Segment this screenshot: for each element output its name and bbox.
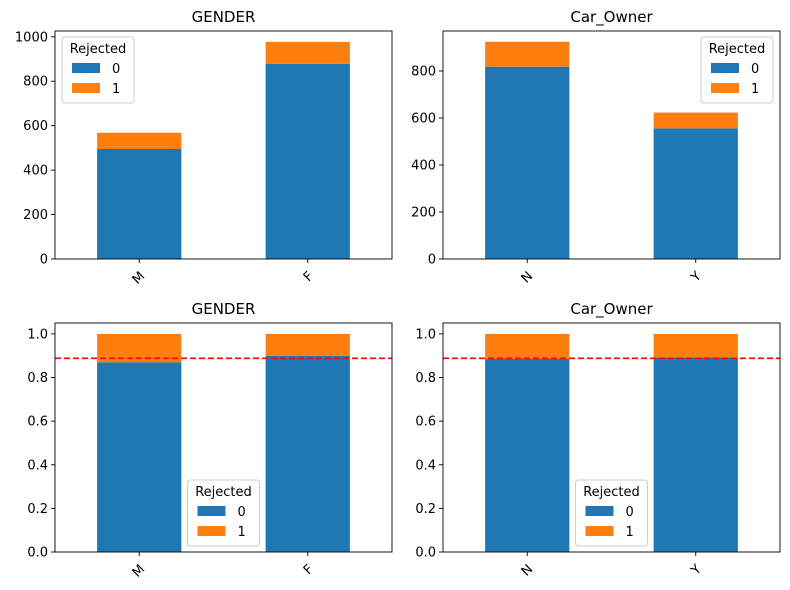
legend-swatch-1: [711, 83, 739, 93]
bar-F-series-1: [265, 333, 350, 356]
bar-F-series-1: [265, 41, 350, 64]
y-tick-label: 0: [40, 253, 48, 268]
bar-N-series-0: [485, 66, 570, 259]
legend-label-1: 1: [238, 525, 246, 540]
x-tick-label: Y: [688, 269, 705, 286]
bar-M-series-0: [97, 149, 182, 259]
y-tick-label: 800: [23, 75, 48, 90]
subplot-3: 0.0 0.2 0.4 0.6 0.8 1.0 M F GENDER Rejected 0 1: [27, 300, 393, 581]
legend-label-1: 1: [112, 82, 120, 97]
y-tick-label: 800: [411, 64, 436, 79]
legend-title: Rejected: [70, 42, 127, 57]
subplot-4: 0.0 0.2 0.4 0.6 0.8 1.0 N Y Car_Owner Rejected 0 1: [415, 300, 781, 579]
x-tick-label: Y: [688, 562, 705, 579]
legend-title: Rejected: [583, 485, 640, 500]
chart-title: Car_Owner: [570, 8, 653, 27]
legend-swatch-0: [585, 506, 614, 516]
bar-M-series-1: [97, 132, 182, 149]
legend: Rejected 0 1: [575, 479, 648, 547]
y-tick-label: 0.0: [415, 546, 436, 561]
legend-label-0: 0: [112, 62, 120, 77]
y-tick-label: 400: [411, 158, 436, 173]
legend-label-1: 1: [626, 525, 634, 540]
y-tick-label: 0: [428, 253, 436, 268]
legend-swatch-0: [711, 63, 739, 73]
bar-F-series-0: [265, 355, 350, 552]
axes-frame: [54, 322, 393, 553]
y-tick-label: 1.0: [415, 327, 436, 342]
bar-Y-series-0: [653, 357, 738, 552]
y-tick-label: 1.0: [27, 327, 48, 342]
bar-Y-series-1: [653, 333, 738, 358]
y-tick-label: 0.6: [415, 415, 436, 430]
axes-frame: [442, 322, 781, 553]
legend: Rejected 0 1: [61, 36, 135, 104]
legend-swatch-1: [585, 526, 614, 536]
subplot-1: 0 200 400 600 800 1000 M F GENDER Rejected 0 1: [15, 8, 393, 288]
y-tick-label: 600: [23, 119, 48, 134]
bar-Y-series-0: [653, 128, 738, 259]
y-tick-label: 1000: [15, 30, 48, 45]
chart-title: GENDER: [192, 8, 256, 26]
y-tick-label: 0.6: [27, 415, 48, 430]
y-tick-label: 200: [23, 208, 48, 223]
x-tick-label: N: [519, 562, 536, 579]
y-tick-label: 400: [23, 164, 48, 179]
y-tick-label: 600: [411, 111, 436, 126]
legend-label-0: 0: [626, 505, 634, 520]
x-tick-label: M: [130, 269, 149, 288]
y-tick-label: 200: [411, 205, 436, 220]
legend-swatch-1: [72, 83, 100, 93]
bar-N-series-1: [485, 41, 570, 67]
y-tick-label: 0.4: [27, 458, 48, 473]
subplot-2: 0 200 400 600 800 N Y Car_Owner Rejected 0 1: [411, 8, 781, 286]
chart-title: Car_Owner: [570, 300, 653, 319]
axes-frame: [442, 30, 781, 260]
legend-title: Rejected: [709, 42, 766, 57]
y-tick-label: 0.8: [27, 371, 48, 386]
legend-swatch-1: [197, 526, 226, 536]
chart-title: GENDER: [192, 300, 256, 318]
x-tick-label: F: [301, 269, 317, 285]
bar-F-series-0: [265, 63, 350, 260]
axes-frame: [54, 30, 393, 260]
bar-N-series-1: [485, 333, 570, 359]
x-tick-label: N: [519, 269, 536, 286]
x-tick-label: F: [301, 562, 317, 578]
legend-label-1: 1: [751, 82, 759, 97]
legend: Rejected 0 1: [187, 479, 260, 547]
y-tick-label: 0.2: [415, 502, 436, 517]
bar-N-series-0: [485, 358, 570, 552]
y-tick-label: 0.0: [27, 546, 48, 561]
legend-swatch-0: [197, 506, 226, 516]
bar-M-series-0: [97, 362, 182, 552]
x-tick-label: M: [130, 562, 149, 581]
legend-label-0: 0: [238, 505, 246, 520]
legend: Rejected 0 1: [700, 36, 774, 104]
y-tick-label: 0.4: [415, 458, 436, 473]
legend-swatch-0: [72, 63, 100, 73]
legend-label-0: 0: [751, 62, 759, 77]
legend-title: Rejected: [195, 485, 252, 500]
y-tick-label: 0.2: [27, 502, 48, 517]
bar-Y-series-1: [653, 112, 738, 129]
y-tick-label: 0.8: [415, 371, 436, 386]
